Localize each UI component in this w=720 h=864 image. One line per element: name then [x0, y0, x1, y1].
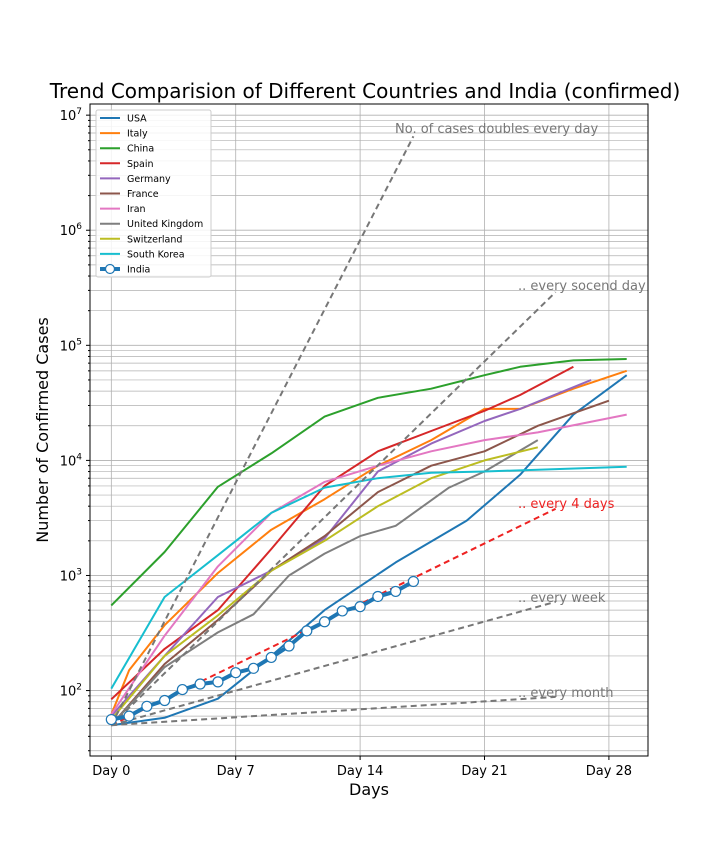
chart-title: Trend Comparision of Different Countries…	[49, 79, 681, 103]
y-tick-exponent: 6	[76, 222, 82, 232]
y-tick-exponent: 4	[76, 452, 82, 462]
india-data-point	[390, 585, 402, 598]
axes: Day 0 Day 7 Day 14 Day 21 Day 28102103104105…	[60, 107, 632, 779]
india-data-point	[318, 616, 331, 628]
y-tick-base: 10	[60, 109, 77, 124]
india-data-point	[336, 605, 348, 617]
y-tick-label: 104	[60, 452, 83, 469]
india-data-point	[176, 683, 189, 696]
series-line-iran	[110, 413, 627, 716]
x-tick-label: Day 0	[92, 764, 130, 779]
india-data-point	[407, 575, 420, 588]
india-data-point	[265, 651, 277, 664]
y-axis-label: Number of Confirmed Cases	[33, 317, 52, 543]
india-data-point	[354, 601, 366, 613]
india-data-point	[159, 694, 171, 707]
reference-line-label: .. every 4 days	[518, 497, 615, 512]
legend-label-spain: Spain	[127, 159, 154, 170]
india-data-point	[212, 676, 224, 688]
india-data-point	[247, 662, 260, 674]
legend-label-france: France	[127, 189, 159, 200]
x-tick-label: Day 21	[461, 764, 507, 779]
legend-label-united-kingdom: United Kingdom	[127, 219, 203, 230]
reference-line	[110, 135, 415, 726]
legend: USA Italy China Spain Germany France Iran Unite…	[95, 109, 212, 278]
india-data-point	[301, 625, 313, 637]
x-axis-label: Days	[349, 780, 389, 799]
reference-line	[111, 600, 556, 727]
legend-label-germany: Germany	[127, 174, 171, 185]
y-tick-base: 10	[60, 454, 77, 469]
y-tick-exponent: 3	[76, 567, 82, 577]
y-tick-base: 10	[60, 339, 77, 354]
series-line-switzerland	[110, 446, 539, 721]
y-tick-base: 10	[60, 224, 77, 239]
series-line-south-korea	[110, 465, 627, 690]
legend-label-italy: Italy	[127, 129, 148, 140]
series-line-spain	[110, 365, 574, 701]
india-data-point	[141, 700, 153, 712]
legend-label-south-korea: South Korea	[127, 249, 185, 260]
india-data-point	[283, 640, 295, 652]
reference-line	[110, 291, 557, 726]
x-tick-label: Day 14	[337, 764, 383, 779]
y-tick-exponent: 7	[76, 107, 82, 117]
series-line-usa	[111, 374, 628, 727]
plot-frame	[89, 103, 649, 757]
legend-label-usa: USA	[127, 114, 147, 125]
y-tick-label: 106	[60, 222, 83, 239]
india-data-point	[230, 667, 242, 679]
x-tick-label: Day 7	[217, 764, 255, 779]
reference-line-label: .. every month	[518, 686, 613, 701]
y-tick-label: 105	[60, 337, 82, 354]
y-tick-label: 102	[60, 683, 82, 700]
india-data-point	[123, 710, 135, 722]
y-tick-label: 103	[60, 567, 82, 584]
series-line-china	[110, 358, 627, 607]
india-data-point	[194, 678, 206, 690]
y-tick-exponent: 2	[76, 683, 82, 693]
reference-line-label: .. every week	[518, 591, 606, 606]
legend-label-china: China	[127, 144, 154, 155]
reference-lines: No. of cases doubles every day .. every s…	[105, 122, 646, 727]
series-line-germany	[110, 379, 592, 717]
legend-label-iran: Iran	[127, 204, 146, 215]
series-line-france	[110, 399, 610, 726]
y-tick-label: 107	[60, 107, 82, 124]
reference-line-label: No. of cases doubles every day	[395, 122, 598, 137]
india-data-point	[372, 590, 384, 603]
reference-line	[111, 695, 556, 727]
india-data-point	[105, 713, 117, 726]
y-tick-base: 10	[60, 685, 77, 700]
legend-marker-india	[104, 263, 116, 275]
y-tick-base: 10	[60, 569, 77, 584]
series-line-united-kingdom	[110, 439, 539, 726]
legend-label-switzerland: Switzerland	[127, 234, 182, 245]
legend-label-india: India	[127, 265, 150, 276]
legend-box	[95, 109, 212, 278]
reference-line-label: .. every socend day	[518, 279, 646, 294]
y-tick-exponent: 5	[76, 337, 82, 347]
x-tick-label: Day 28	[586, 764, 632, 779]
